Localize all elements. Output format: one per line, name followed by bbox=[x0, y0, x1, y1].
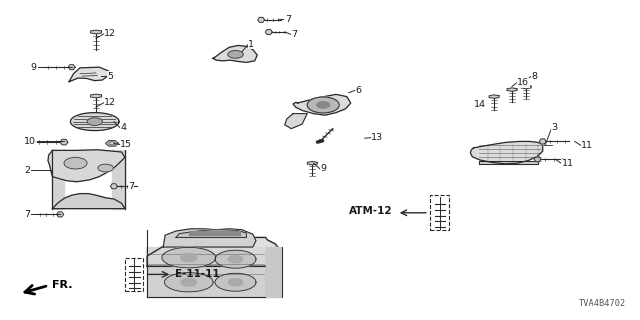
Text: ATM-12: ATM-12 bbox=[349, 206, 392, 216]
Text: 3: 3 bbox=[552, 124, 558, 132]
Text: 12: 12 bbox=[104, 29, 116, 38]
Polygon shape bbox=[479, 161, 538, 164]
Text: 8: 8 bbox=[531, 72, 537, 81]
Polygon shape bbox=[147, 266, 266, 297]
Text: 6: 6 bbox=[355, 86, 361, 95]
Polygon shape bbox=[176, 230, 246, 237]
Polygon shape bbox=[470, 141, 543, 164]
Text: 10: 10 bbox=[24, 137, 36, 146]
Polygon shape bbox=[106, 140, 118, 146]
Text: 15: 15 bbox=[120, 140, 132, 149]
Polygon shape bbox=[163, 229, 256, 247]
Polygon shape bbox=[285, 114, 307, 129]
Circle shape bbox=[98, 164, 113, 172]
FancyBboxPatch shape bbox=[430, 195, 449, 230]
Polygon shape bbox=[258, 17, 264, 22]
Text: 16: 16 bbox=[517, 78, 529, 87]
Circle shape bbox=[228, 256, 243, 263]
Polygon shape bbox=[215, 250, 256, 268]
Circle shape bbox=[87, 118, 102, 125]
Polygon shape bbox=[60, 139, 68, 145]
Text: 7: 7 bbox=[24, 210, 30, 219]
FancyBboxPatch shape bbox=[125, 258, 143, 291]
Text: 1: 1 bbox=[248, 40, 254, 49]
Polygon shape bbox=[215, 273, 256, 291]
Text: FR.: FR. bbox=[52, 280, 73, 291]
Text: 7: 7 bbox=[291, 30, 297, 39]
Text: 2: 2 bbox=[24, 166, 30, 175]
Text: 14: 14 bbox=[474, 100, 486, 109]
Text: TVA4B4702: TVA4B4702 bbox=[579, 299, 626, 308]
Text: 13: 13 bbox=[371, 133, 383, 142]
Polygon shape bbox=[90, 30, 102, 34]
Polygon shape bbox=[162, 247, 216, 268]
Polygon shape bbox=[293, 94, 351, 115]
Text: 9: 9 bbox=[320, 164, 326, 173]
Polygon shape bbox=[70, 113, 119, 131]
Polygon shape bbox=[212, 45, 257, 62]
Polygon shape bbox=[57, 212, 63, 217]
Polygon shape bbox=[164, 273, 213, 292]
Polygon shape bbox=[52, 194, 125, 209]
Polygon shape bbox=[48, 150, 125, 182]
Text: 5: 5 bbox=[108, 72, 113, 81]
Text: 12: 12 bbox=[104, 98, 116, 107]
Polygon shape bbox=[507, 88, 517, 91]
Polygon shape bbox=[489, 95, 499, 98]
Polygon shape bbox=[52, 150, 64, 209]
Polygon shape bbox=[69, 67, 109, 82]
Polygon shape bbox=[146, 247, 268, 266]
Text: 9: 9 bbox=[31, 63, 36, 72]
Circle shape bbox=[317, 102, 330, 108]
Polygon shape bbox=[540, 139, 546, 144]
Circle shape bbox=[64, 157, 87, 169]
Text: E-11-11: E-11-11 bbox=[175, 269, 220, 279]
Polygon shape bbox=[68, 65, 75, 70]
Polygon shape bbox=[112, 150, 125, 209]
Polygon shape bbox=[111, 184, 117, 189]
Polygon shape bbox=[266, 247, 282, 297]
Polygon shape bbox=[189, 231, 240, 235]
Circle shape bbox=[307, 97, 339, 113]
Text: 4: 4 bbox=[120, 124, 126, 132]
Circle shape bbox=[228, 279, 243, 286]
Polygon shape bbox=[307, 162, 317, 165]
Text: 7: 7 bbox=[128, 182, 134, 191]
Polygon shape bbox=[521, 85, 531, 89]
Circle shape bbox=[228, 51, 243, 58]
Text: 11: 11 bbox=[562, 159, 574, 168]
Text: 7: 7 bbox=[285, 15, 291, 24]
Circle shape bbox=[180, 253, 197, 262]
Circle shape bbox=[181, 278, 196, 286]
Polygon shape bbox=[266, 29, 272, 35]
Text: 11: 11 bbox=[581, 141, 593, 150]
Polygon shape bbox=[90, 94, 102, 98]
Polygon shape bbox=[534, 157, 541, 162]
Polygon shape bbox=[147, 232, 280, 266]
